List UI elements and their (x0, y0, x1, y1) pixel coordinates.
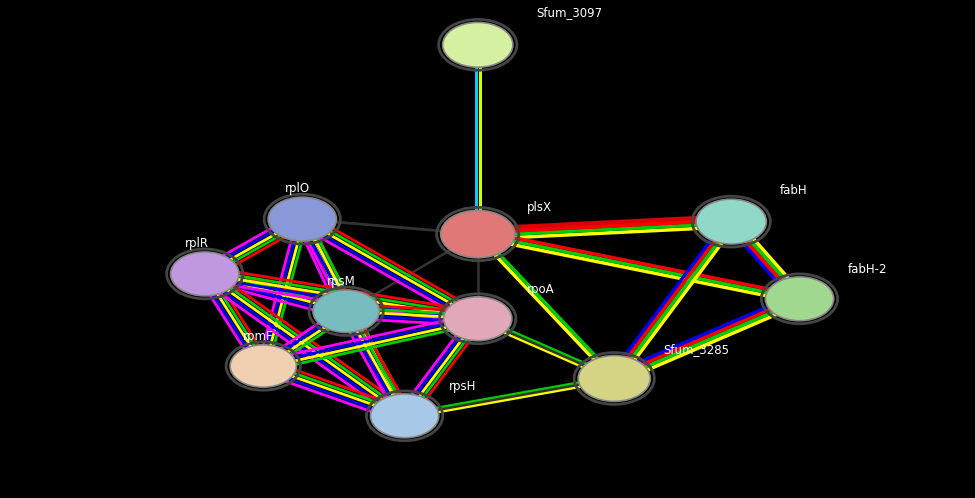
Text: fabH: fabH (780, 184, 807, 197)
Ellipse shape (313, 290, 379, 333)
Text: rpsH: rpsH (448, 380, 476, 393)
Text: fabH-2: fabH-2 (848, 263, 888, 276)
Ellipse shape (444, 297, 512, 341)
Ellipse shape (230, 345, 296, 387)
Text: Sfum_3285: Sfum_3285 (663, 343, 729, 356)
Ellipse shape (696, 199, 766, 244)
Text: rpsM: rpsM (327, 275, 356, 288)
Text: Sfum_3097: Sfum_3097 (536, 6, 603, 19)
Text: rplO: rplO (285, 182, 310, 195)
Text: rpoA: rpoA (526, 283, 554, 296)
Text: plsX: plsX (526, 201, 552, 214)
Ellipse shape (268, 197, 336, 241)
Ellipse shape (171, 252, 239, 296)
Ellipse shape (765, 277, 834, 321)
Text: rplR: rplR (185, 238, 209, 250)
Ellipse shape (441, 210, 515, 258)
Ellipse shape (578, 356, 650, 401)
Ellipse shape (370, 394, 439, 438)
Ellipse shape (443, 22, 513, 67)
Text: rpmF: rpmF (243, 330, 274, 343)
